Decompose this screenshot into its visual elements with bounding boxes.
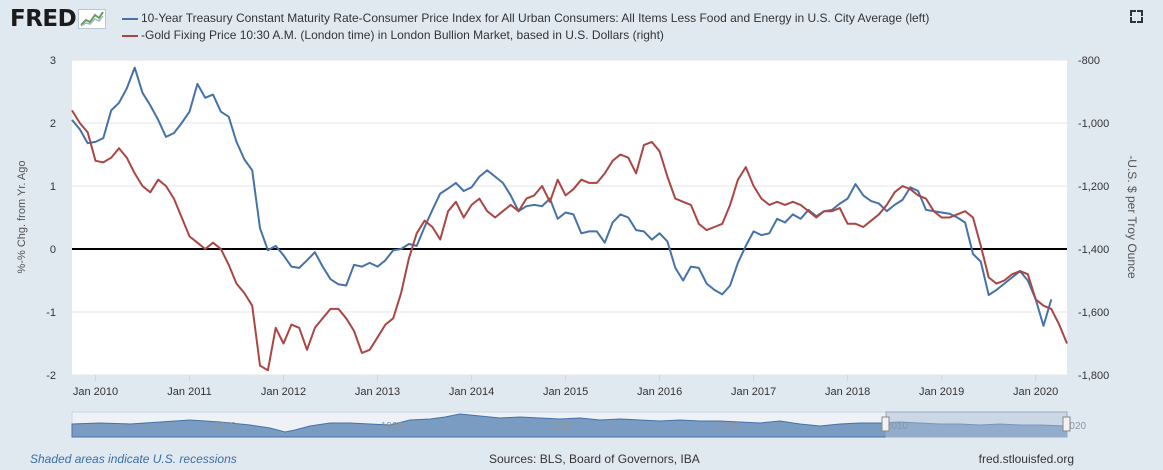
fred-logo-text: FRED (10, 6, 77, 32)
legend-swatch-red (122, 34, 138, 37)
y-left-tick-label: 1 (50, 181, 56, 193)
legend-label: 10-Year Treasury Constant Maturity Rate-… (141, 11, 930, 25)
y-axis-left-label: %-% Chg. from Yr. Ago (16, 161, 28, 274)
x-tick-label: Jan 2010 (73, 386, 118, 398)
navigator-year-label: 2000 (717, 421, 740, 432)
series-line-gold (71, 109, 1068, 372)
x-tick-label: Jan 2013 (355, 386, 400, 398)
navigator-labels: 1970 1980 1990 2000 2010 2020 (214, 421, 1087, 432)
y-left-tick-label: 3 (50, 55, 56, 67)
y-left-tick-label: -2 (46, 370, 56, 382)
y-right-tick-label: -1,000 (1078, 118, 1109, 130)
navigator-year-label: 1990 (549, 421, 572, 432)
chart: Jan 2010 Jan 2011 Jan 2012 Jan 2013 Jan 2014… (16, 55, 1139, 438)
x-tick-label: Jan 2015 (543, 386, 588, 398)
x-tick-label: Jan 2011 (167, 386, 211, 398)
x-tick-label: Jan 2017 (731, 386, 776, 398)
navigator-year-label: 1980 (381, 421, 404, 432)
x-tick-label: Jan 2019 (919, 386, 964, 398)
x-tick-label: Jan 2014 (449, 386, 494, 398)
recession-note[interactable]: Shaded areas indicate U.S. recessions (30, 452, 237, 466)
navigator-year-label: 2010 (886, 421, 909, 432)
navigator[interactable]: 1970 1980 1990 2000 2010 2020 (71, 411, 1087, 438)
navigator-handle-right[interactable] (1062, 416, 1071, 432)
navigator-year-label: 2020 (1064, 421, 1087, 432)
y-right-tick-label: -1,600 (1078, 307, 1109, 319)
y-right-tick-label: -1,800 (1078, 370, 1109, 382)
x-tick-label: Jan 2016 (637, 386, 682, 398)
x-tick-label: Jan 2018 (825, 386, 870, 398)
fred-logo[interactable]: FRED (10, 6, 107, 32)
chart-legend: 10-Year Treasury Constant Maturity Rate-… (122, 10, 929, 44)
chart-logo-icon (78, 9, 107, 29)
x-tick-label: Jan 2020 (1013, 386, 1058, 398)
y-left-tick-label: -1 (46, 307, 56, 319)
fullscreen-icon[interactable] (1130, 10, 1143, 23)
y-right-tick-label: -1,200 (1078, 181, 1109, 193)
sources-text: Sources: BLS, Board of Governors, IBA (489, 452, 700, 466)
navigator-selection[interactable] (885, 411, 1068, 438)
legend-label: -Gold Fixing Price 10:30 A.M. (London ti… (141, 28, 664, 42)
fred-url[interactable]: fred.stlouisfed.org (978, 452, 1074, 466)
y-axis-right-label: -U.S. $ per Troy Ounce (1125, 155, 1139, 279)
legend-swatch-blue (122, 17, 138, 20)
legend-item-treasury-cpi[interactable]: 10-Year Treasury Constant Maturity Rate-… (122, 10, 929, 27)
y-left-tick-label: 2 (50, 118, 56, 130)
y-axis-right: -800 -1,000 -1,200 -1,400 -1,600 -1,800 (1078, 55, 1109, 382)
series-group (71, 66, 1068, 372)
navigator-year-label: 1970 (214, 421, 237, 432)
y-right-tick-label: -800 (1078, 55, 1100, 67)
y-axis-left: 3 2 1 0 -1 -2 (46, 55, 56, 382)
navigator-handle-left[interactable] (881, 416, 890, 432)
y-right-tick-label: -1,400 (1078, 244, 1109, 256)
series-line-treasury-cpi (71, 66, 1053, 327)
x-axis: Jan 2010 Jan 2011 Jan 2012 Jan 2013 Jan 2014… (73, 375, 1058, 398)
x-tick-label: Jan 2012 (261, 386, 306, 398)
y-left-tick-label: 0 (50, 244, 56, 256)
plot-area (72, 60, 1067, 375)
legend-item-gold[interactable]: -Gold Fixing Price 10:30 A.M. (London ti… (122, 27, 929, 44)
